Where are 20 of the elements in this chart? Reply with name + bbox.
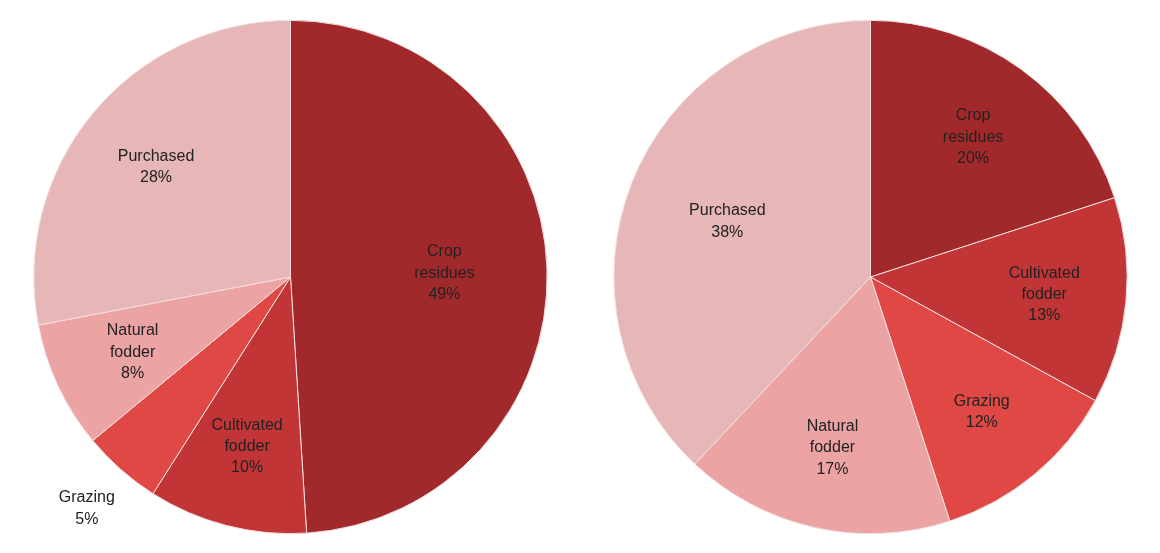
data-label: 20% [957,148,990,166]
slice-label: Grazing [58,488,115,506]
slice-label: Natural fodder [806,417,859,456]
slice-label: Crop residues [942,106,1004,145]
data-label: 13% [1028,306,1061,324]
slice-label: Crop residues [414,242,475,281]
data-label: 17% [816,459,849,477]
slice-label: Natural fodder [106,321,159,360]
slice-label: Purchased [689,201,766,219]
slice-label: Cultivated fodder [211,415,283,455]
slice-label: Cultivated fodder [1008,263,1080,302]
data-label: 49% [428,284,461,302]
data-label: 5% [75,509,99,527]
slice-label: Grazing [953,392,1010,410]
data-label: 10% [231,458,264,476]
data-label: 8% [121,363,145,381]
data-label: 28% [140,168,173,186]
data-label: 38% [711,222,744,240]
data-label: 12% [965,413,998,431]
slice-label: Purchased [117,146,195,164]
